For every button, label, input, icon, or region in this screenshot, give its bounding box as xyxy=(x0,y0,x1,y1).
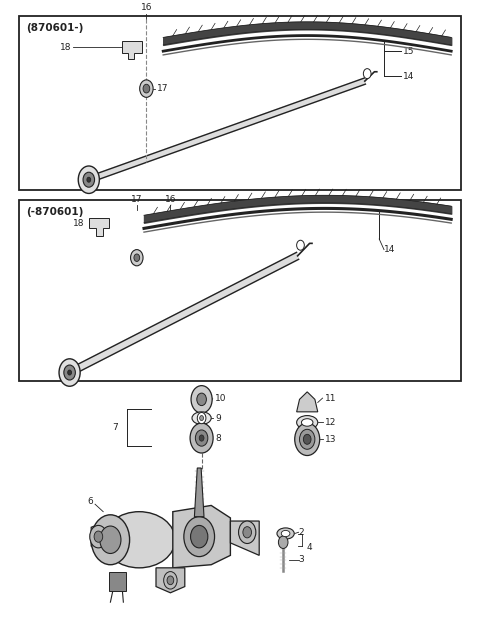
Ellipse shape xyxy=(301,419,313,426)
Polygon shape xyxy=(297,392,318,412)
Circle shape xyxy=(87,177,91,182)
Circle shape xyxy=(90,525,107,548)
Circle shape xyxy=(94,531,103,542)
Circle shape xyxy=(167,576,174,585)
Circle shape xyxy=(195,430,208,446)
Circle shape xyxy=(197,412,206,424)
Circle shape xyxy=(200,416,204,421)
Text: 4: 4 xyxy=(306,543,312,552)
Circle shape xyxy=(140,80,153,97)
Text: 14: 14 xyxy=(403,72,415,80)
Circle shape xyxy=(278,536,288,548)
Text: 6: 6 xyxy=(88,497,94,506)
Polygon shape xyxy=(89,218,109,236)
Circle shape xyxy=(83,172,95,187)
Polygon shape xyxy=(88,78,365,183)
Text: 3: 3 xyxy=(299,555,304,564)
Circle shape xyxy=(363,69,371,79)
Circle shape xyxy=(91,515,130,565)
Bar xyxy=(109,572,126,591)
Text: 17: 17 xyxy=(157,84,169,93)
Circle shape xyxy=(239,521,256,544)
Text: 12: 12 xyxy=(324,418,336,427)
Ellipse shape xyxy=(281,530,290,537)
Bar xyxy=(19,16,461,190)
Polygon shape xyxy=(230,521,259,555)
Text: 14: 14 xyxy=(384,245,396,254)
Circle shape xyxy=(197,393,206,406)
Circle shape xyxy=(295,423,320,456)
Circle shape xyxy=(78,166,99,193)
Circle shape xyxy=(199,435,204,441)
Text: 9: 9 xyxy=(215,414,221,422)
Circle shape xyxy=(68,370,72,375)
Polygon shape xyxy=(69,252,299,376)
Circle shape xyxy=(191,386,212,413)
Circle shape xyxy=(190,423,213,453)
Text: 15: 15 xyxy=(403,47,415,56)
Circle shape xyxy=(164,572,177,589)
Text: (-870601): (-870601) xyxy=(26,207,84,217)
Text: (870601-): (870601-) xyxy=(26,23,84,33)
Circle shape xyxy=(134,254,140,261)
Circle shape xyxy=(300,429,315,449)
Text: 18: 18 xyxy=(60,43,71,52)
Circle shape xyxy=(131,250,143,266)
Circle shape xyxy=(191,525,208,548)
Ellipse shape xyxy=(297,416,318,429)
Polygon shape xyxy=(173,505,230,568)
Circle shape xyxy=(100,526,121,553)
Circle shape xyxy=(64,365,75,380)
Circle shape xyxy=(297,240,304,250)
Text: 16: 16 xyxy=(165,195,176,204)
Polygon shape xyxy=(156,568,185,593)
Polygon shape xyxy=(91,518,115,562)
Text: 13: 13 xyxy=(324,435,336,444)
Text: 2: 2 xyxy=(299,528,304,537)
Text: 18: 18 xyxy=(72,219,84,228)
Text: 11: 11 xyxy=(324,394,336,402)
Circle shape xyxy=(184,517,215,557)
Circle shape xyxy=(303,434,311,444)
Ellipse shape xyxy=(192,412,211,424)
Polygon shape xyxy=(122,41,142,59)
Text: 8: 8 xyxy=(215,434,221,442)
Text: 17: 17 xyxy=(131,195,143,204)
Text: 7: 7 xyxy=(112,423,118,432)
Text: 10: 10 xyxy=(215,394,227,402)
Bar xyxy=(19,200,461,381)
Text: 16: 16 xyxy=(141,4,152,12)
Circle shape xyxy=(59,359,80,386)
Circle shape xyxy=(243,527,252,538)
Ellipse shape xyxy=(103,512,175,568)
Polygon shape xyxy=(194,468,204,517)
Circle shape xyxy=(143,84,150,93)
Ellipse shape xyxy=(277,528,294,539)
